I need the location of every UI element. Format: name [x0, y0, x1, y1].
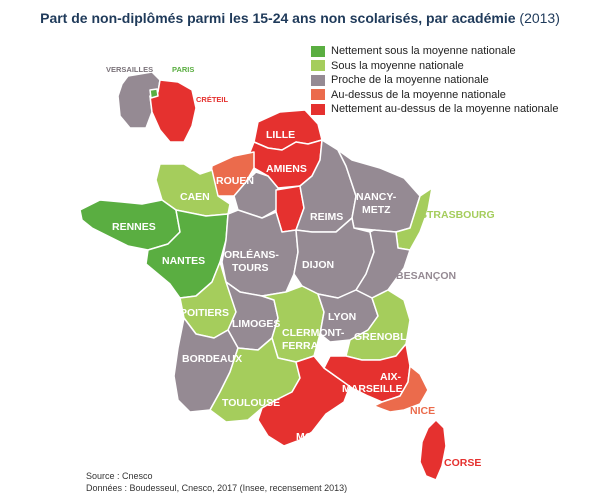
- legend-swatch: [311, 45, 325, 57]
- label-poitiers: POITIERS: [180, 307, 229, 319]
- legend-label: Sous la moyenne nationale: [331, 59, 464, 72]
- region-caen: [155, 163, 231, 217]
- map-title: Part de non-diplômés parmi les 15-24 ans…: [0, 10, 600, 26]
- label-toulouse: TOULOUSE: [222, 397, 280, 409]
- label-tours: TOURS: [232, 262, 269, 274]
- region-besancon: [355, 229, 411, 299]
- legend-item: Nettement sous la moyenne nationale: [311, 44, 558, 59]
- label-caen: CAEN: [180, 191, 210, 203]
- legend-label: Nettement au-dessus de la moyenne nation…: [331, 103, 559, 116]
- legend-label: Proche de la moyenne nationale: [331, 74, 489, 87]
- label-amiens: AMIENS: [266, 163, 307, 175]
- legend-swatch: [311, 103, 325, 115]
- label-orleans: ORLÉANS-: [224, 248, 279, 261]
- label-versailles: VERSAILLES: [106, 65, 153, 74]
- label-lille: LILLE: [266, 129, 295, 141]
- title-text: Part de non-diplômés parmi les 15-24 ans…: [40, 10, 516, 26]
- label-aix: AIX-: [380, 371, 402, 383]
- title-year: (2013): [519, 10, 560, 26]
- label-metz: METZ: [362, 204, 391, 216]
- region-paris: [149, 88, 159, 99]
- data-line: Données : Boudesseul, Cnesco, 2017 (Inse…: [86, 483, 348, 493]
- label-clermont: CLERMONT-: [282, 327, 345, 339]
- legend-swatch: [311, 89, 325, 101]
- label-dijon: DIJON: [302, 259, 334, 271]
- label-rouen: ROUEN: [216, 175, 254, 187]
- region-nice: [373, 365, 429, 413]
- source-note: Source : Cnesco Données : Boudesseul, Cn…: [86, 470, 347, 494]
- legend-item: Nettement au-dessus de la moyenne nation…: [311, 102, 558, 117]
- legend-label: Nettement sous la moyenne nationale: [331, 45, 516, 58]
- label-lyon: LYON: [328, 311, 356, 323]
- label-reims: REIMS: [310, 211, 343, 223]
- label-strasbourg: STRASBOURG: [420, 209, 495, 221]
- label-bordeaux: BORDEAUX: [182, 353, 242, 365]
- label-besancon: BESANÇON: [396, 270, 456, 282]
- label-paris: PARIS: [172, 65, 194, 74]
- legend-item: Au-dessus de la moyenne nationale: [311, 88, 558, 103]
- label-grenoble: GRENOBLE: [354, 331, 414, 343]
- region-versailles-main: [233, 171, 279, 219]
- label-limoges: LIMOGES: [232, 318, 280, 330]
- label-nantes: NANTES: [162, 255, 205, 267]
- label-creteil: CRÉTEIL: [196, 95, 229, 104]
- label-marseille: MARSEILLE: [342, 383, 403, 395]
- region-versailles: [117, 71, 161, 129]
- label-ferrand: FERRAND: [282, 340, 334, 352]
- label-nancy: NANCY-: [356, 191, 397, 203]
- legend-item: Sous la moyenne nationale: [311, 59, 558, 74]
- label-rennes: RENNES: [112, 221, 156, 233]
- label-corse: CORSE: [444, 457, 481, 469]
- region-corse: [419, 419, 447, 481]
- legend-swatch: [311, 60, 325, 72]
- legend-label: Au-dessus de la moyenne nationale: [331, 88, 506, 101]
- legend-item: Proche de la moyenne nationale: [311, 73, 558, 88]
- map-legend: Nettement sous la moyenne nationale Sous…: [311, 44, 558, 117]
- legend-swatch: [311, 74, 325, 86]
- source-line: Source : Cnesco: [86, 471, 153, 481]
- label-nice: NICE: [410, 405, 435, 417]
- label-montpellier: MONTPELLIER: [296, 431, 372, 443]
